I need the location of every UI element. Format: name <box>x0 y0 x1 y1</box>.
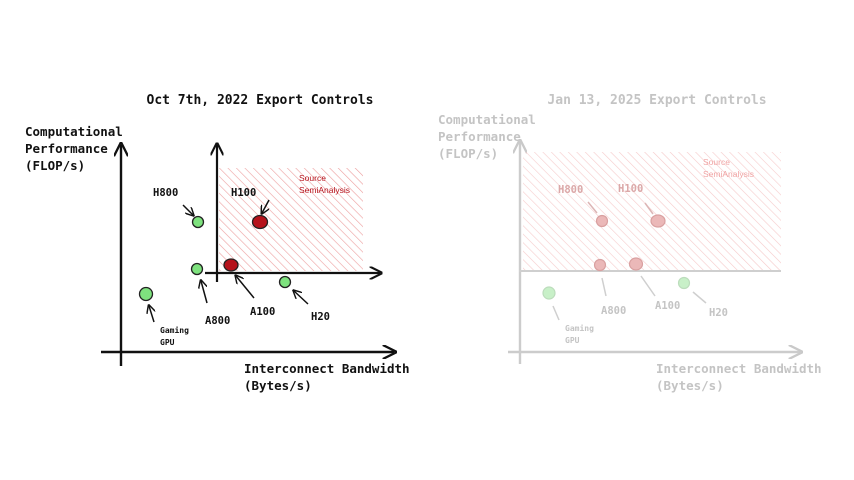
right-source-label: Source <box>703 157 730 167</box>
left-a100-label: A100 <box>250 306 275 318</box>
left-h20-label: H20 <box>311 311 330 323</box>
left-a100-arrow <box>236 276 255 299</box>
right-h20-dot <box>677 276 691 290</box>
right-x-label-1: Interconnect Bandwidth <box>656 361 822 376</box>
left-h800-dot <box>191 215 205 229</box>
right-y-label-3: (FLOP/s) <box>438 146 498 161</box>
left-x-label-1: Interconnect Bandwidth <box>244 361 410 376</box>
right-h20-label: H20 <box>709 307 728 319</box>
left-h100-dot <box>251 214 269 230</box>
left-a800-dot <box>190 262 204 276</box>
right-h800-label: H800 <box>558 184 583 196</box>
left-y-label-1: Computational <box>25 124 123 139</box>
left-h20-arrow <box>294 291 309 305</box>
left-h800-label: H800 <box>153 187 178 199</box>
right-h100-dot <box>650 214 666 228</box>
left-panel: Oct 7th, 2022 Export Controls Source Sem… <box>25 93 410 393</box>
left-x-label-2: (Bytes/s) <box>244 378 312 393</box>
right-y-label-1: Computational <box>438 112 536 127</box>
right-gaming-gpu-label-2: GPU <box>565 336 580 345</box>
right-h800-arrow <box>587 201 598 214</box>
left-source-label: Source <box>299 173 326 183</box>
right-a100-label: A100 <box>655 300 680 312</box>
left-h100-arrow <box>262 199 270 213</box>
left-source-name: SemiAnalysis <box>299 185 350 195</box>
left-y-label-3: (FLOP/s) <box>25 158 85 173</box>
left-a800-arrow <box>201 281 208 304</box>
right-a800-arrow <box>601 277 607 297</box>
right-a100-arrow <box>640 275 656 297</box>
right-panel: Jan 13, 2025 Export Controls Computation… <box>438 93 822 393</box>
right-a800-label: A800 <box>601 305 626 317</box>
right-h100-label: H100 <box>618 183 643 195</box>
left-gaming-gpu-dot <box>138 286 154 302</box>
right-a800-dot <box>593 258 607 272</box>
left-gaming-gpu-label-1: Gaming <box>160 325 189 335</box>
right-source-name: SemiAnalysis <box>703 169 754 179</box>
left-gaming-gpu-arrow <box>149 306 154 323</box>
right-h800-dot <box>595 214 609 228</box>
right-a100-dot <box>628 257 644 271</box>
right-gaming-gpu-dot <box>542 286 556 300</box>
left-h800-arrow <box>182 204 193 215</box>
left-h20-dot <box>278 275 292 289</box>
right-restricted-zone <box>523 152 781 270</box>
left-a100-dot <box>223 258 239 272</box>
right-x-label-2: (Bytes/s) <box>656 378 724 393</box>
left-h100-label: H100 <box>231 187 256 199</box>
right-h20-arrow <box>692 291 707 304</box>
right-title: Jan 13, 2025 Export Controls <box>547 93 766 108</box>
right-h100-arrow <box>644 202 654 215</box>
right-gaming-gpu-arrow <box>552 305 560 321</box>
left-gaming-gpu-label-2: GPU <box>160 338 175 347</box>
left-title: Oct 7th, 2022 Export Controls <box>147 93 374 108</box>
left-a800-label: A800 <box>205 315 230 327</box>
left-restricted-zone <box>219 168 363 271</box>
right-gaming-gpu-label-1: Gaming <box>565 323 594 333</box>
right-y-label-2: Performance <box>438 129 521 144</box>
left-y-label-2: Performance <box>25 141 108 156</box>
